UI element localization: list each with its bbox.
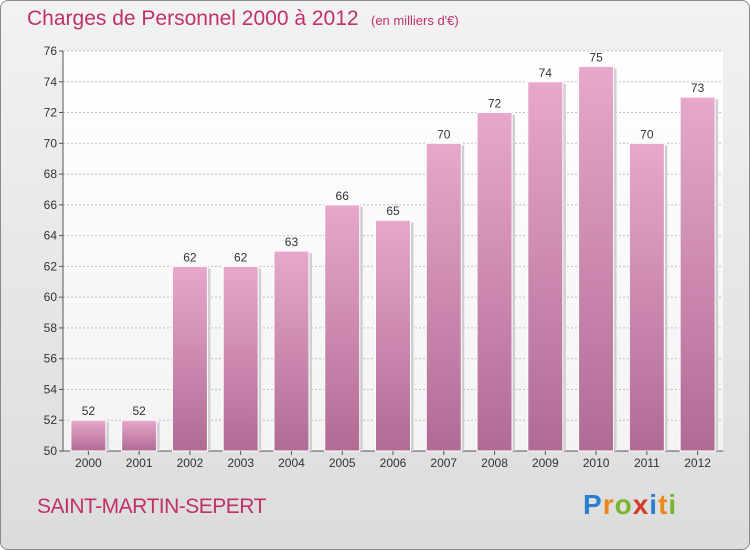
x-tick-label: 2011 xyxy=(634,456,660,470)
y-tick-label: 62 xyxy=(44,259,58,273)
y-tick-label: 68 xyxy=(44,167,58,181)
bar-value-label: 52 xyxy=(82,404,96,418)
commune-name: SAINT-MARTIN-SEPERT xyxy=(37,495,266,518)
x-tick-label: 2000 xyxy=(75,456,102,470)
x-tick-label: 2001 xyxy=(126,456,153,470)
bar-value-label: 72 xyxy=(488,97,502,111)
bar xyxy=(324,204,361,452)
y-tick-label: 52 xyxy=(44,413,58,427)
bar xyxy=(578,65,615,452)
y-tick-label: 64 xyxy=(44,229,58,243)
chart-subtitle: (en milliers d'€) xyxy=(371,13,459,28)
y-tick-label: 70 xyxy=(44,136,58,150)
bar xyxy=(121,419,158,452)
logo-letter: P xyxy=(583,489,603,520)
y-tick-label: 58 xyxy=(44,321,58,335)
bar-value-label: 62 xyxy=(234,250,248,264)
x-tick-label: 2010 xyxy=(583,456,610,470)
x-tick-label: 2009 xyxy=(532,456,559,470)
chart-title: Charges de Personnel 2000 à 2012 xyxy=(27,7,359,30)
bar-value-label: 52 xyxy=(132,404,146,418)
bar xyxy=(527,81,564,452)
bar-value-label: 73 xyxy=(691,81,705,95)
x-tick-label: 2004 xyxy=(278,456,305,470)
x-tick-label: 2012 xyxy=(684,456,711,470)
x-tick-label: 2006 xyxy=(380,456,407,470)
x-tick-label: 2008 xyxy=(481,456,508,470)
proxiti-logo: Proxiti xyxy=(583,489,677,521)
y-tick-label: 56 xyxy=(44,352,58,366)
bar-value-label: 63 xyxy=(285,235,299,249)
logo-letter: i xyxy=(668,489,678,520)
y-tick-label: 66 xyxy=(44,198,58,212)
bar-value-label: 74 xyxy=(539,66,553,80)
logo-letter: x xyxy=(632,489,650,520)
bar xyxy=(628,142,665,452)
bar xyxy=(273,250,310,452)
y-tick-label: 74 xyxy=(44,75,58,89)
x-tick-label: 2005 xyxy=(329,456,356,470)
logo-letter: r xyxy=(602,489,615,520)
bar-value-label: 66 xyxy=(336,189,350,203)
y-tick-label: 50 xyxy=(44,444,58,458)
x-tick-label: 2002 xyxy=(177,456,204,470)
bar-value-label: 70 xyxy=(437,127,451,141)
bar-value-label: 62 xyxy=(183,250,197,264)
bar xyxy=(70,419,107,452)
logo-letter: i xyxy=(649,489,659,520)
y-tick-label: 72 xyxy=(44,106,58,120)
bar-value-label: 75 xyxy=(589,50,603,64)
logo-letter: o xyxy=(614,489,633,520)
y-tick-label: 76 xyxy=(44,44,58,58)
bar xyxy=(171,265,208,452)
x-tick-label: 2003 xyxy=(227,456,254,470)
bar xyxy=(425,142,462,452)
y-tick-label: 60 xyxy=(44,290,58,304)
bar xyxy=(375,219,411,452)
y-tick-label: 54 xyxy=(44,382,58,396)
bar xyxy=(476,112,513,452)
bar-value-label: 70 xyxy=(640,127,654,141)
bar-value-label: 65 xyxy=(386,204,400,218)
logo-letter: t xyxy=(658,489,669,520)
x-tick-label: 2007 xyxy=(430,456,457,470)
bar xyxy=(222,265,259,452)
bar xyxy=(679,96,716,452)
